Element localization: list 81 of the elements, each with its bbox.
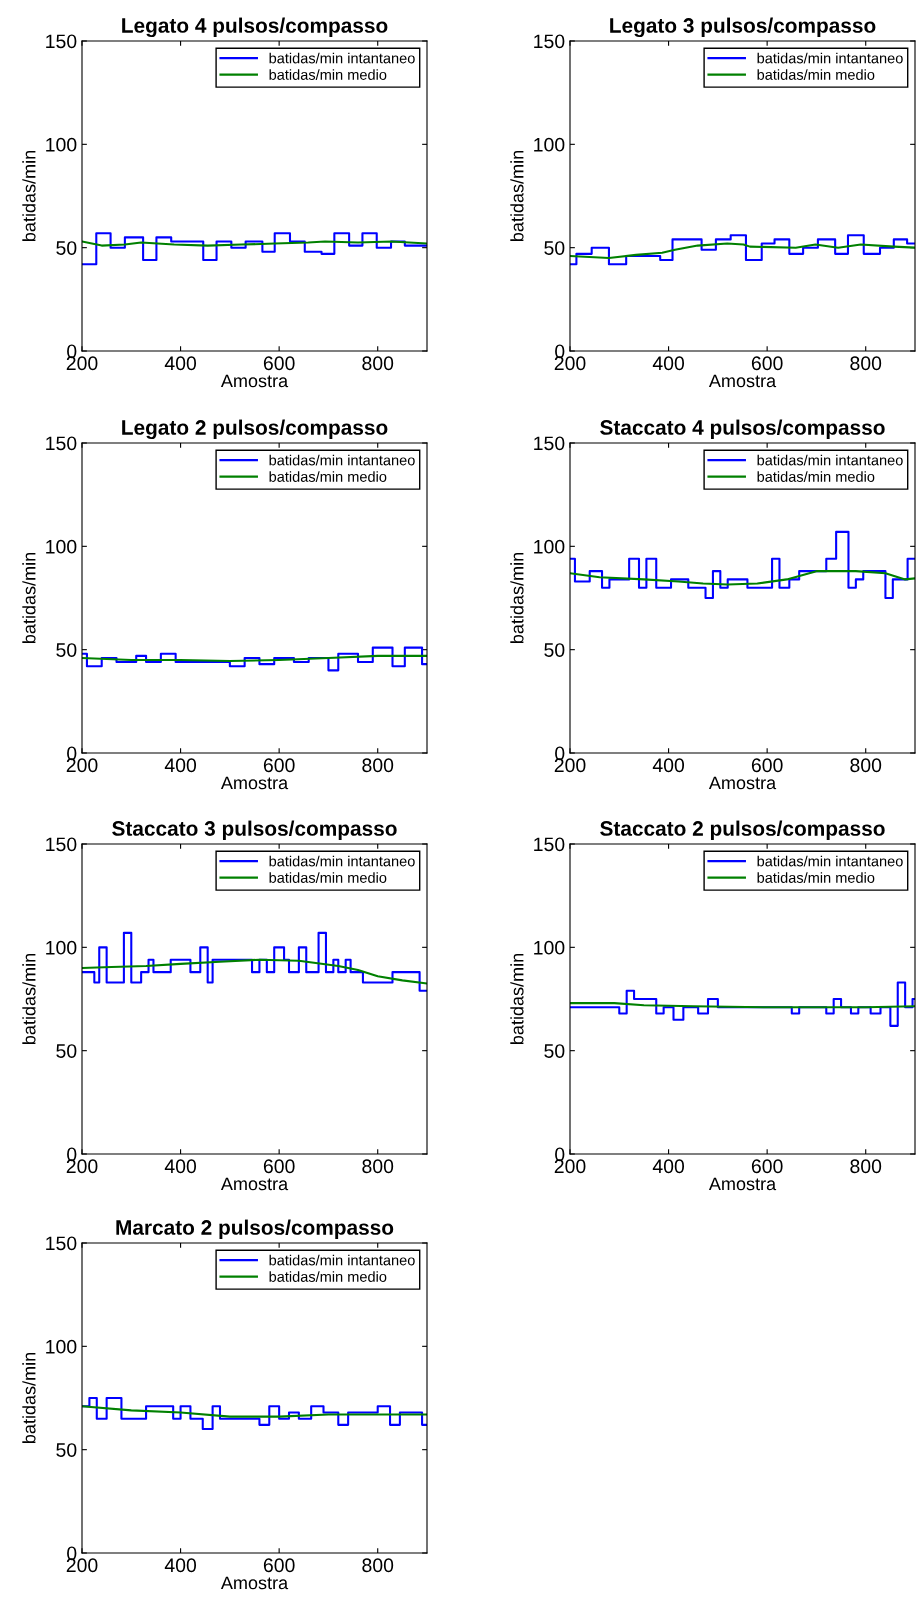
legend-label: batidas/min medio xyxy=(269,471,387,482)
chart-title: Marcato 2 pulsos/compasso xyxy=(116,1219,394,1239)
x-tick-label: 400 xyxy=(164,1558,197,1573)
x-tick-label: 400 xyxy=(164,1159,197,1174)
y-tick-label: 150 xyxy=(46,436,77,451)
legend-label: batidas/min medio xyxy=(269,1271,387,1282)
legend-label: batidas/min medio xyxy=(269,69,387,80)
legend-label: batidas/min medio xyxy=(757,872,875,883)
y-axis-title: batidas/min xyxy=(510,553,524,643)
x-axis-title: Amostra xyxy=(220,374,289,388)
y-tick-label: 100 xyxy=(534,940,565,955)
chart-title: Staccato 3 pulsos/compasso xyxy=(112,820,397,840)
y-tick-label: 150 xyxy=(46,34,77,49)
legend-label: batidas/min intantaneo xyxy=(757,855,903,867)
legend-label: batidas/min medio xyxy=(269,872,387,883)
legend-label: batidas/min intantaneo xyxy=(269,1254,415,1266)
line-series xyxy=(82,958,427,985)
y-tick-label: 150 xyxy=(534,436,565,451)
y-axis-title: batidas/min xyxy=(510,151,524,241)
x-tick-label: 400 xyxy=(652,1159,685,1174)
legend-label: batidas/min intantaneo xyxy=(757,52,903,64)
x-tick-label: 600 xyxy=(263,1558,295,1573)
x-tick-label: 800 xyxy=(362,356,394,371)
x-axis-title: Amostra xyxy=(708,776,777,790)
y-tick-label: 50 xyxy=(544,643,565,657)
line-series xyxy=(82,1405,427,1418)
x-tick-label: 600 xyxy=(263,758,295,773)
y-tick-label: 50 xyxy=(56,241,77,255)
y-tick-label: 100 xyxy=(46,137,77,152)
y-tick-label: 100 xyxy=(534,539,565,554)
chart-title: Legato 4 pulsos/compasso xyxy=(122,17,388,38)
x-tick-label: 600 xyxy=(751,758,783,773)
x-tick-label: 600 xyxy=(263,356,295,371)
x-axis-title: Amostra xyxy=(220,1576,289,1590)
chart-title: Staccato 2 pulsos/compasso xyxy=(600,820,885,840)
y-tick-label: 150 xyxy=(534,837,565,852)
x-tick-label: 400 xyxy=(164,356,197,371)
y-axis-title: batidas/min xyxy=(22,553,36,643)
x-tick-label: 600 xyxy=(263,1159,295,1174)
x-tick-label: 800 xyxy=(850,758,882,773)
y-tick-label: 50 xyxy=(56,1044,77,1058)
y-tick-label: 100 xyxy=(46,940,77,955)
x-tick-label: 400 xyxy=(652,758,685,773)
legend-label: batidas/min medio xyxy=(757,69,875,80)
x-tick-label: 600 xyxy=(751,1159,783,1174)
y-tick-label: 50 xyxy=(544,1044,565,1058)
x-tick-label: 800 xyxy=(362,758,394,773)
x-axis-title: Amostra xyxy=(220,1177,289,1191)
line-series xyxy=(570,242,915,260)
x-axis-title: Amostra xyxy=(708,374,777,388)
chart-title: Legato 2 pulsos/compasso xyxy=(122,419,388,440)
y-tick-label: 100 xyxy=(534,137,565,152)
y-tick-label: 50 xyxy=(544,241,565,255)
legend-label: batidas/min intantaneo xyxy=(757,454,903,466)
y-axis-title: batidas/min xyxy=(510,954,524,1044)
chart-title: Legato 3 pulsos/compasso xyxy=(610,17,876,38)
chart-title: Staccato 4 pulsos/compasso xyxy=(600,419,885,439)
x-axis-title: Amostra xyxy=(708,1177,777,1191)
y-tick-label: 150 xyxy=(534,34,565,49)
y-tick-label: 50 xyxy=(56,1443,77,1457)
y-axis-title: batidas/min xyxy=(22,954,36,1044)
legend-label: batidas/min intantaneo xyxy=(269,855,415,867)
y-axis-title: batidas/min xyxy=(22,1353,36,1443)
x-tick-label: 400 xyxy=(164,758,197,773)
x-tick-label: 400 xyxy=(652,356,685,371)
y-tick-label: 100 xyxy=(46,1339,77,1354)
y-tick-label: 150 xyxy=(46,837,77,852)
legend-label: batidas/min intantaneo xyxy=(269,454,415,466)
x-tick-label: 800 xyxy=(850,356,882,371)
x-axis-title: Amostra xyxy=(220,776,289,790)
legend-label: batidas/min medio xyxy=(757,471,875,482)
x-tick-label: 800 xyxy=(362,1558,394,1573)
y-axis-title: batidas/min xyxy=(22,151,36,241)
x-tick-label: 800 xyxy=(362,1159,394,1174)
x-tick-label: 800 xyxy=(850,1159,882,1174)
x-tick-label: 600 xyxy=(751,356,783,371)
line-series xyxy=(570,570,915,586)
y-tick-label: 150 xyxy=(46,1236,77,1251)
legend-label: batidas/min intantaneo xyxy=(269,52,415,64)
y-tick-label: 100 xyxy=(46,539,77,554)
y-tick-label: 50 xyxy=(56,643,77,657)
